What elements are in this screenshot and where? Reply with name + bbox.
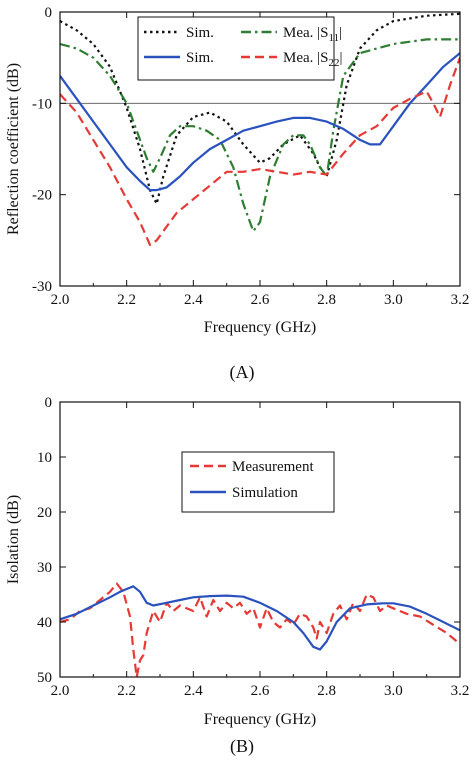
x-tick-label: 2.2	[117, 683, 136, 699]
y-tick-label: -30	[32, 279, 52, 295]
plot-frame	[59, 401, 461, 678]
y-tick-label: 0	[45, 5, 53, 21]
series-iso_mea	[60, 582, 460, 677]
y-tick-label: 40	[37, 615, 52, 631]
x-tick-label: 2.6	[251, 292, 270, 308]
x-tick-label: 2.0	[51, 683, 70, 699]
x-tick-label: 2.4	[184, 683, 203, 699]
panel-label: (A)	[230, 362, 255, 383]
x-tick-label: 2.6	[251, 683, 270, 699]
x-tick-label: 2.2	[117, 292, 136, 308]
legend-label: Mea. |S22|	[283, 50, 343, 69]
y-tick-label: 30	[37, 560, 52, 576]
x-tick-label: 3.2	[451, 683, 470, 699]
x-axis-label: Frequency (GHz)	[204, 319, 316, 336]
x-tick-label: 2.0	[51, 292, 70, 308]
y-tick-label: 0	[45, 395, 53, 411]
y-tick-label: -10	[32, 96, 52, 112]
series-s11_mea	[60, 38, 460, 233]
series-s22_sim	[60, 52, 460, 192]
legend-label: Sim.	[186, 50, 214, 66]
x-axis-label: Frequency (GHz)	[204, 711, 316, 728]
x-tick-label: 3.0	[384, 683, 403, 699]
y-tick-label: 20	[37, 505, 52, 521]
chart-reflection-coefficient: 2.0 2.2 2.4 2.6 2.8 3.0 3.2 0 -10 -20 -30 Frequency…	[5, 5, 469, 383]
y-axis-label: Reflection coefficient (dB)	[5, 63, 22, 235]
x-tick-label: 2.8	[317, 292, 336, 308]
x-tick-label: 2.8	[317, 683, 336, 699]
series-iso_sim	[60, 585, 460, 651]
legend-box	[181, 451, 335, 513]
legend-label: Mea. |S11|	[283, 25, 342, 44]
legend-label: Sim.	[186, 25, 214, 41]
y-tick-label: -20	[32, 188, 52, 204]
x-tick-label: 2.4	[184, 292, 203, 308]
chart-isolation: 2.0 2.2 2.4 2.6 2.8 3.0 3.2 0 10 20 30 40 50 Frequenc…	[5, 395, 469, 757]
y-tick-label: 10	[37, 450, 52, 466]
y-tick-label: 50	[37, 670, 52, 686]
x-tick-label: 3.2	[451, 292, 470, 308]
series-s22_mea	[60, 57, 460, 246]
legend-label: Simulation	[232, 485, 298, 501]
panel-label: (B)	[230, 736, 254, 757]
legend-label: Measurement	[232, 459, 314, 475]
x-tick-label: 3.0	[384, 292, 403, 308]
legend-box	[137, 16, 335, 81]
y-axis-label: Isolation (dB)	[5, 495, 22, 584]
